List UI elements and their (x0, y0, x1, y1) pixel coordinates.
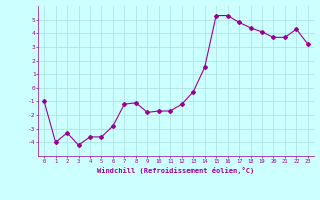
X-axis label: Windchill (Refroidissement éolien,°C): Windchill (Refroidissement éolien,°C) (97, 167, 255, 174)
